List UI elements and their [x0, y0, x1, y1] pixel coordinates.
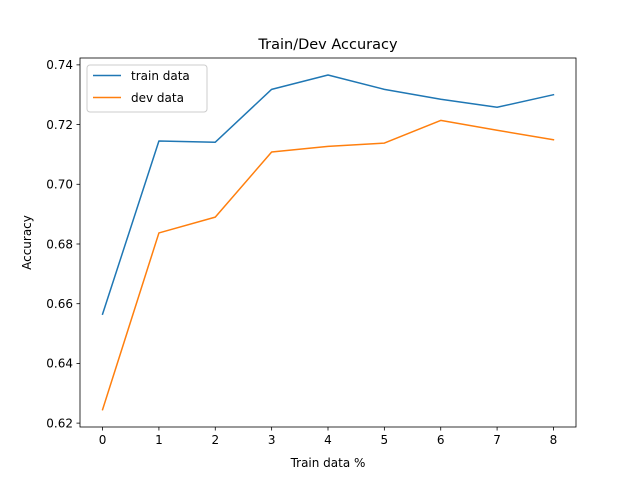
plot-area [101, 74, 555, 411]
y-tick-label: 0.62 [46, 416, 73, 430]
chart-title: Train/Dev Accuracy [257, 37, 398, 53]
x-tick-label: 1 [155, 433, 163, 447]
y-tick-label: 0.64 [46, 357, 73, 371]
x-tick-label: 2 [211, 433, 219, 447]
x-tick-label: 5 [381, 433, 389, 447]
x-tick-label: 0 [99, 433, 107, 447]
x-tick-label: 3 [268, 433, 276, 447]
y-tick-label: 0.68 [46, 237, 73, 251]
x-axis-label: Train data % [290, 456, 366, 470]
y-tick-label: 0.72 [46, 118, 73, 132]
y-tick-label: 0.74 [46, 58, 73, 72]
x-tick-label: 4 [324, 433, 332, 447]
legend-label: dev data [131, 91, 184, 105]
y-axis: 0.62 0.64 0.66 0.68 0.70 0.72 0.74 [46, 58, 80, 430]
legend-box [86, 64, 208, 113]
series-line-dev [101, 119, 555, 411]
x-axis: 0 1 2 3 4 5 6 7 8 [99, 427, 558, 447]
x-tick-label: 6 [437, 433, 445, 447]
x-tick-label: 8 [550, 433, 558, 447]
legend-label: train data [131, 69, 190, 83]
legend: train data dev data [86, 64, 208, 113]
series-line-train [101, 74, 555, 316]
y-tick-label: 0.66 [46, 297, 73, 311]
x-tick-label: 7 [493, 433, 501, 447]
y-axis-label: Accuracy [20, 215, 34, 270]
plot-frame [79, 57, 577, 428]
y-tick-label: 0.70 [46, 178, 73, 192]
